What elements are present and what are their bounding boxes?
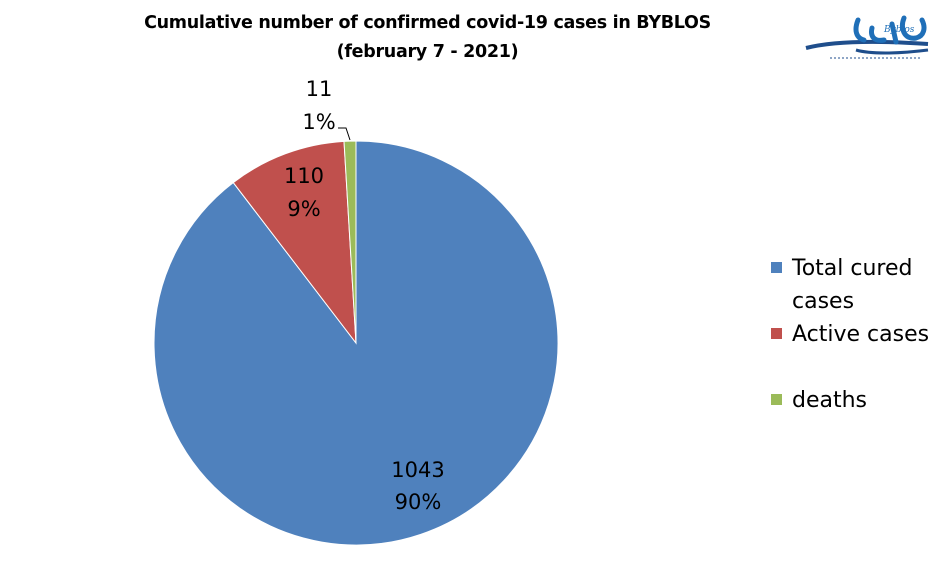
leader-line-deaths <box>338 127 351 141</box>
legend-label-active: Active cases <box>792 322 930 347</box>
pie-slice-deaths <box>343 140 357 344</box>
legend: Total cured cases Active cases deaths <box>771 252 942 417</box>
data-label-value-cured: 1043 <box>391 458 444 482</box>
chart-title: Cumulative number of confirmed covid-19 … <box>0 9 855 67</box>
legend-label-cured: Total cured cases <box>792 256 913 314</box>
byblos-logo-icon: Byblos <box>805 15 929 59</box>
legend-swatch-deaths <box>771 394 782 405</box>
logo-text: Byblos <box>883 25 915 35</box>
legend-label-deaths: deaths <box>792 388 868 413</box>
legend-item-cured: Total cured cases <box>771 252 942 318</box>
legend-item-active: Active cases <box>771 318 942 351</box>
data-label-value-deaths: 11 <box>306 77 333 101</box>
data-label-percent-deaths: 1% <box>302 110 335 134</box>
data-label-percent-active: 9% <box>287 197 320 221</box>
legend-swatch-active <box>771 328 782 339</box>
legend-swatch-cured <box>771 262 782 273</box>
chart-title-line-1: Cumulative number of confirmed covid-19 … <box>144 13 711 33</box>
data-label-value-active: 110 <box>284 164 324 188</box>
pie-slice-active <box>232 140 357 345</box>
legend-item-deaths: deaths <box>771 384 942 417</box>
data-label-percent-cured: 90% <box>395 490 442 514</box>
chart-title-line-2: (february 7 - 2021) <box>336 42 519 62</box>
